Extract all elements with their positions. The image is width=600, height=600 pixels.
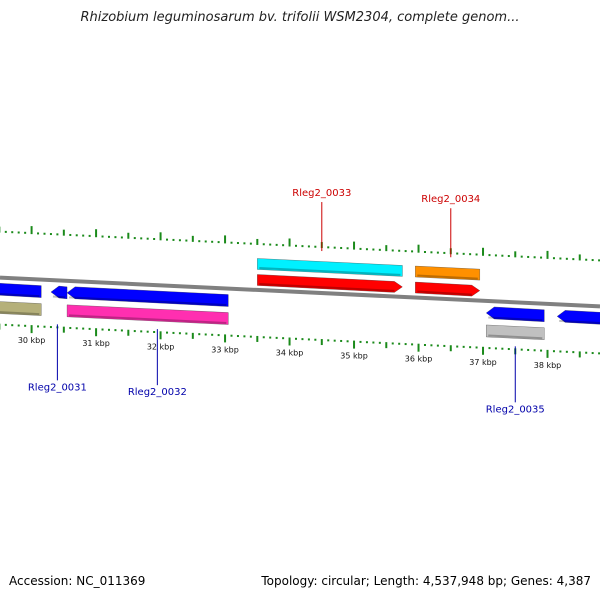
tick-label: 34 kbp [276,348,304,357]
tick-label: 33 kbp [211,345,239,354]
gene-label[interactable]: Rleg2_0033 [292,188,351,199]
gene-label[interactable]: Rleg2_0032 [128,387,187,398]
gene-label[interactable]: Rleg2_0034 [421,194,480,205]
gene-feature-shade [0,293,40,298]
gene-feature-shade [52,295,66,299]
gene-feature[interactable] [257,258,403,277]
genome-backbone [0,275,600,309]
gene-feature[interactable] [0,301,42,316]
tick-label: 36 kbp [405,355,433,364]
tick-label: 38 kbp [534,361,562,370]
gene-feature[interactable] [257,274,403,293]
gene-feature-shade [488,316,543,322]
gene-feature-shade [417,290,472,296]
gene-feature[interactable] [0,283,42,298]
tick-label: 37 kbp [469,358,497,367]
gene-feature-shade [417,274,478,280]
gene-feature[interactable] [486,324,545,340]
tick-label: 35 kbp [340,352,368,361]
accession-text: Accession: NC_011369 [9,574,146,588]
gene-feature-shade [259,282,395,292]
tick-label: 31 kbp [82,339,110,348]
gene-feature-shade [559,319,600,324]
gene-feature-shade [488,334,543,340]
tick-label: 30 kbp [18,336,46,345]
gene-feature-shade [69,296,227,307]
gene-feature-shade [69,314,227,325]
genome-title: Rhizobium leguminosarum bv. trifolii WSM… [80,10,520,25]
gene-feature-shade [0,311,40,316]
gene-feature[interactable] [66,304,229,325]
gene-feature[interactable] [485,306,545,322]
tick-label: 32 kbp [147,342,175,351]
gene-label[interactable]: Rleg2_0035 [486,404,545,415]
gene-feature[interactable] [66,286,229,307]
gene-label[interactable]: Rleg2_0031 [28,382,87,393]
gene-feature-shade [259,266,401,276]
gene-feature[interactable] [556,310,600,325]
topology-summary: Topology: circular; Length: 4,537,948 bp… [261,574,591,588]
gene-feature[interactable] [415,265,480,281]
gene-feature[interactable] [415,281,481,297]
